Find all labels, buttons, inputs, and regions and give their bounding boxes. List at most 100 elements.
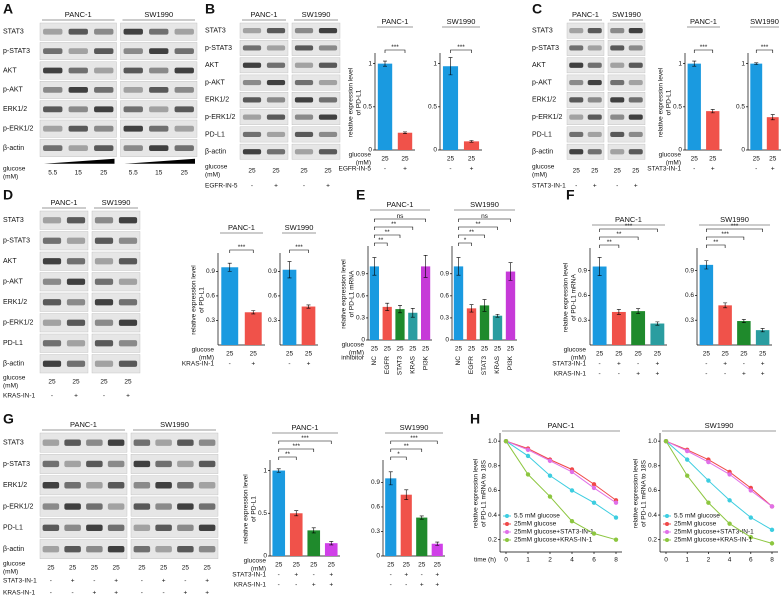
bar xyxy=(479,305,490,340)
blot-strip xyxy=(607,22,646,39)
blot-band xyxy=(94,278,114,285)
blot-strip xyxy=(239,143,289,160)
condition-label: glucose xyxy=(205,164,228,171)
condition-value: + xyxy=(634,183,638,190)
condition-value: + xyxy=(329,582,333,589)
cell-line-label: PANC-1 xyxy=(51,198,78,207)
blot-row-label: p-ERK1/2 xyxy=(205,114,235,121)
blot-band xyxy=(86,460,103,468)
blot-strip xyxy=(39,272,89,292)
blot-strip xyxy=(566,74,605,91)
blot-band xyxy=(43,125,63,132)
condition-label: (mM) xyxy=(532,172,547,179)
category-label: STAT3 xyxy=(481,356,488,376)
cell-line-label: SW1990 xyxy=(160,420,189,429)
condition-value: 25 xyxy=(310,562,318,569)
blot-band xyxy=(242,149,262,155)
chart-title: SW1990 xyxy=(285,223,314,232)
condition-value: 25 xyxy=(434,562,442,569)
condition-label: glucose xyxy=(192,347,215,354)
blot-row-label: p-ERK1/2 xyxy=(3,503,33,510)
condition-value: 25 xyxy=(447,156,455,163)
bar xyxy=(699,264,714,345)
condition-label: EGFR-IN-5 xyxy=(205,183,238,190)
blot-strip xyxy=(291,57,341,74)
bar xyxy=(416,517,428,556)
blot-band xyxy=(149,145,169,152)
blot-row-label: p-AKT xyxy=(532,79,553,86)
blot-band xyxy=(94,360,114,367)
condition-value: + xyxy=(326,183,330,190)
significance-bracket xyxy=(278,440,332,444)
blot-row-label: ERK1/2 xyxy=(3,482,27,489)
x-tick-label: 0 xyxy=(664,557,668,564)
x-tick-label: 1 xyxy=(526,557,530,564)
legend-marker xyxy=(505,514,509,518)
blot-band xyxy=(118,237,138,244)
y-tick-label: 0.6 xyxy=(685,292,694,299)
blot-band xyxy=(318,62,338,68)
blot-strip xyxy=(239,57,289,74)
significance-label: ** xyxy=(469,229,475,236)
condition-label: glucose xyxy=(342,342,365,349)
blot-band xyxy=(94,86,114,93)
error-bar xyxy=(398,305,402,314)
y-tick-label: 0 xyxy=(361,337,365,344)
condition-value: 25 xyxy=(371,346,379,353)
condition-value: 5.5 xyxy=(129,170,138,177)
series-line xyxy=(665,440,773,544)
bar xyxy=(400,494,412,556)
blot-row-label: p-STAT3 xyxy=(532,45,559,52)
bar xyxy=(750,63,763,150)
condition-value: - xyxy=(141,590,143,597)
blot-band xyxy=(123,86,143,93)
blot-band xyxy=(149,28,169,35)
y-tick-label: 0.3 xyxy=(371,528,380,535)
condition-value: + xyxy=(470,166,474,173)
bar xyxy=(631,311,646,345)
condition-value: + xyxy=(420,582,424,589)
significance-bracket xyxy=(450,49,472,53)
series-point xyxy=(769,527,775,533)
condition-value: 25 xyxy=(91,565,99,572)
blot-strip xyxy=(130,539,219,559)
panel-label: A xyxy=(3,1,13,17)
y-tick-label: 0 xyxy=(263,553,267,560)
blot-strip xyxy=(239,40,289,56)
error-bar xyxy=(423,255,428,278)
x-tick-label: 2 xyxy=(707,557,711,564)
blot-strip xyxy=(566,143,605,160)
y-tick-label: 0.3 xyxy=(440,315,449,322)
blot-band xyxy=(294,79,314,86)
condition-value: 25 xyxy=(409,346,417,353)
blot-band xyxy=(628,45,643,51)
significance-bracket xyxy=(374,234,401,238)
y-tick-label: 0 xyxy=(445,337,449,344)
y-axis-label: of PD-L1 mRNA xyxy=(571,274,578,321)
blot-strip xyxy=(130,475,219,496)
category-axis-label: inhibitor xyxy=(341,355,365,362)
condition-value: 25 xyxy=(250,351,258,358)
condition-value: + xyxy=(71,578,75,585)
blot-band xyxy=(149,67,169,74)
condition-value: 25 xyxy=(48,379,56,386)
condition-value: + xyxy=(617,361,621,368)
x-tick-label: 4 xyxy=(728,557,732,564)
blot-band xyxy=(43,48,63,55)
y-tick-label: 0.9 xyxy=(685,267,694,274)
blot-band xyxy=(318,149,338,155)
condition-value: - xyxy=(163,590,165,597)
condition-value: 25 xyxy=(160,565,168,572)
significance-bracket xyxy=(599,244,620,248)
series-line xyxy=(665,440,773,507)
condition-value: 25 xyxy=(47,565,55,572)
condition-label: EGFR-IN-5 xyxy=(339,166,372,173)
condition-value: 25 xyxy=(455,346,463,353)
blot-band xyxy=(66,237,86,244)
blot-strip xyxy=(91,272,141,292)
condition-label: KRAS-IN-1 xyxy=(554,371,587,378)
blot-band xyxy=(294,62,314,68)
bar xyxy=(431,543,443,556)
blot-strip xyxy=(91,333,141,353)
blot-strip xyxy=(239,22,289,39)
